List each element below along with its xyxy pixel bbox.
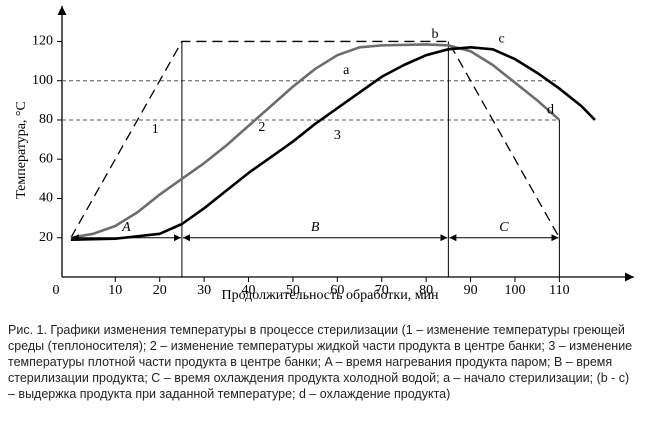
x-tick-label: 30 [197,283,211,298]
interval-label: A [121,220,131,235]
y-tick-label: 60 [39,151,53,166]
y-tick-label: 100 [32,73,53,88]
x-tick-label: 80 [419,283,433,298]
y-tick-label: 20 [39,230,53,245]
x-tick-label: 50 [286,283,300,298]
y-axis-label: Температура, °C [14,101,29,199]
series-line [70,46,596,242]
y-tick-label: 40 [39,191,53,206]
x-tick-label: 40 [242,283,256,298]
point-label: c [499,32,505,47]
interval-label: B [311,220,320,235]
x-tick-label: 0 [53,283,60,298]
x-tick-label: 10 [108,283,122,298]
point-label: a [343,63,350,78]
series-line [70,43,561,240]
interval-label: C [499,220,509,235]
series-label: 1 [152,122,159,137]
y-tick-label: 120 [32,34,53,49]
series-label: 2 [258,120,265,135]
x-axis-label: Продолжительность обработки, мин [221,288,439,303]
y-tick-label: 80 [39,112,53,127]
x-tick-label: 20 [153,283,167,298]
series-line [70,40,560,239]
x-tick-label: 110 [549,283,569,298]
chart: Температура, °C Продолжительность обрабо… [14,6,634,303]
point-label: d [547,102,554,117]
x-tick-label: 70 [375,283,389,298]
x-tick-label: 100 [504,283,525,298]
x-tick-label: 90 [464,283,478,298]
caption: Рис. 1. Графики изменения температуры в … [8,323,633,401]
x-tick-label: 60 [330,283,344,298]
point-label: b [432,27,439,42]
series-label: 3 [334,128,341,143]
